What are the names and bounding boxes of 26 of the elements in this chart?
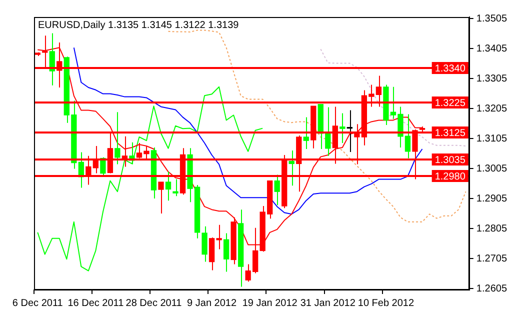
y-tick-label: 1.3405 bbox=[476, 43, 508, 54]
chart-title: EURUSD,Daily 1.3135 1.3145 1.3122 1.3139 bbox=[38, 20, 240, 31]
candlestick bbox=[34, 52, 40, 56]
ref-line-label: 1.2980 bbox=[434, 171, 466, 182]
x-tick-label: 10 Feb 2012 bbox=[358, 298, 414, 309]
ref-line-label: 1.3125 bbox=[434, 128, 466, 139]
x-tick-label: 9 Jan 2012 bbox=[187, 298, 237, 309]
y-tick-label: 1.3305 bbox=[476, 73, 508, 84]
y-tick-label: 1.3005 bbox=[476, 163, 508, 174]
y-tick-label: 1.2905 bbox=[476, 193, 508, 204]
y-tick-label: 1.3505 bbox=[476, 13, 508, 24]
x-tick-label: 6 Dec 2011 bbox=[12, 298, 64, 309]
y-tick-label: 1.2705 bbox=[476, 253, 508, 264]
candlestick bbox=[158, 182, 164, 214]
y-tick-label: 1.2605 bbox=[476, 283, 508, 294]
ref-line-label: 1.3035 bbox=[434, 154, 466, 166]
ref-line-label: 1.3340 bbox=[434, 63, 466, 74]
y-tick-label: 1.3105 bbox=[476, 133, 508, 144]
x-tick-label: 28 Dec 2011 bbox=[126, 298, 182, 309]
y-tick-label: 1.2805 bbox=[476, 223, 508, 234]
y-tick-label: 1.3205 bbox=[476, 103, 508, 114]
x-tick-label: 19 Jan 2012 bbox=[242, 298, 298, 309]
ref-line-label: 1.3225 bbox=[434, 98, 466, 109]
line-series bbox=[168, 30, 466, 222]
x-tick-label: 31 Jan 2012 bbox=[300, 298, 356, 309]
x-tick-label: 16 Dec 2011 bbox=[68, 298, 124, 309]
